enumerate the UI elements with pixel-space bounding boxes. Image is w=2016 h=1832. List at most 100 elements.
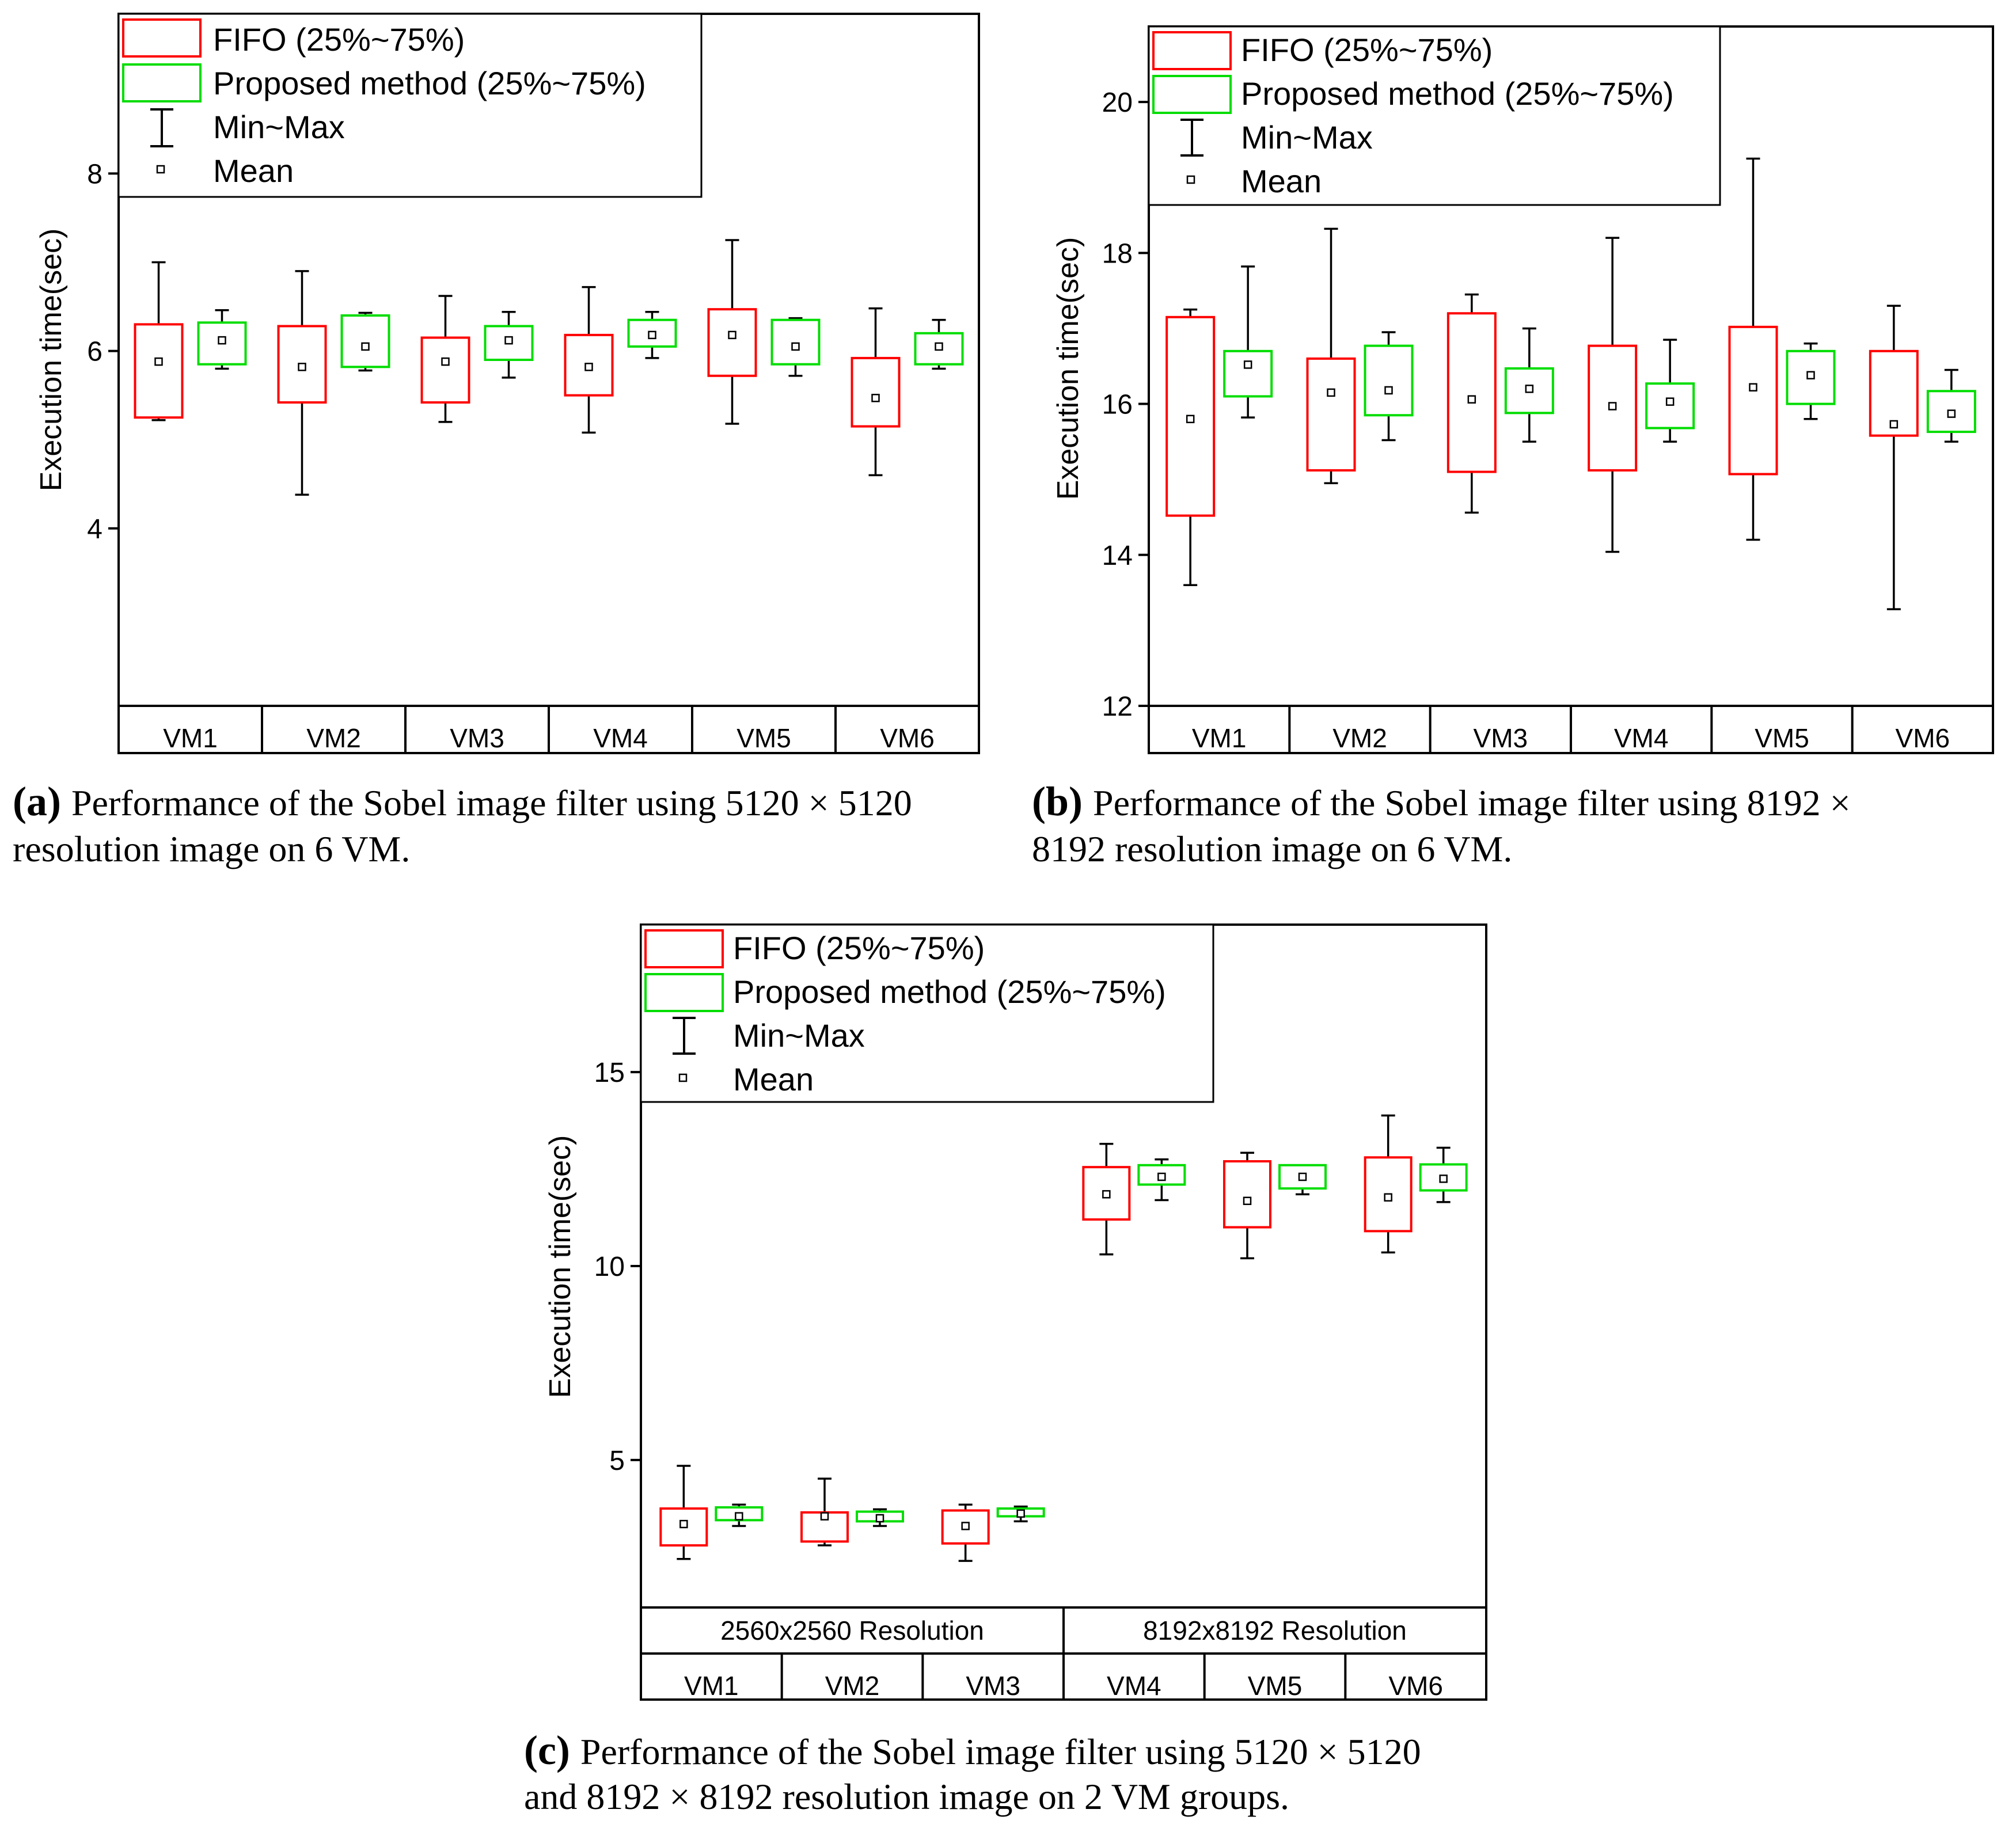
proposed-box-vm1 xyxy=(1223,265,1273,419)
legend-mean-icon xyxy=(156,165,165,174)
y-tick-label: 18 xyxy=(1102,238,1133,269)
iqr-box xyxy=(1728,325,1778,476)
y-tick-label: 15 xyxy=(594,1058,625,1088)
category-labels: VM1 VM2 VM3 VM4 VM5 VM6 xyxy=(684,1654,1443,1701)
fifo-box-vm2 xyxy=(800,1477,849,1546)
iqr-box xyxy=(851,356,901,428)
legend-minmax-label: Min~Max xyxy=(213,109,345,145)
y-axis-ticks: 5 10 15 xyxy=(594,1058,641,1476)
category-label-vm1: VM1 xyxy=(163,723,218,753)
proposed-box-vm6 xyxy=(1926,368,1976,443)
fifo-box-vm4 xyxy=(1588,237,1638,553)
y-tick-label: 8 xyxy=(87,159,102,189)
mean-marker xyxy=(1889,420,1899,429)
y-tick-label: 12 xyxy=(1102,691,1133,722)
legend-frame xyxy=(117,13,703,198)
legend-minmax-icon xyxy=(150,108,173,147)
legend: FIFO (25%~75%) Proposed method (25%~75%)… xyxy=(1148,25,1721,206)
fifo-box-vm5 xyxy=(1223,1151,1271,1260)
proposed-box-vm4 xyxy=(1137,1158,1186,1202)
mean-marker xyxy=(935,342,943,351)
mean-marker xyxy=(1749,383,1757,392)
panel-a: 4 6 8 VM1 VM2 VM3 VM4 VM5 VM6 Execution time(se… xyxy=(35,13,980,754)
mean-marker xyxy=(1525,385,1534,393)
group-label-8192: 8192x8192 Resolution xyxy=(1143,1616,1407,1645)
svg-text:(a) Performance of the S: (a) Performance of the Sobel image filte… xyxy=(13,778,912,824)
svg-text:(b) Performance of the S: (b) Performance of the Sobel image filte… xyxy=(1032,778,1851,824)
y-axis-ticks: 4 6 8 xyxy=(87,159,119,545)
fifo-box-vm5 xyxy=(707,239,757,425)
fifo-box-vm2 xyxy=(277,270,327,496)
iqr-box xyxy=(134,323,184,419)
mean-marker xyxy=(1016,1509,1025,1518)
category-label-vm4: VM4 xyxy=(1107,1671,1161,1701)
legend-mean-label: Mean xyxy=(1241,163,1322,199)
fifo-box-vm6 xyxy=(1364,1114,1413,1254)
caption-c-line1: Performance of the Sobel image filter us… xyxy=(580,1731,1421,1772)
mean-marker xyxy=(361,342,370,351)
category-label-vm1: VM1 xyxy=(684,1671,739,1701)
caption-a-line1: Performance of the Sobel image filter us… xyxy=(71,782,912,823)
fifo-box-vm4 xyxy=(1082,1142,1131,1256)
mean-marker xyxy=(1947,409,1956,418)
proposed-box-vm1 xyxy=(715,1503,764,1527)
iqr-box xyxy=(1223,349,1273,398)
mean-marker xyxy=(1102,1190,1111,1199)
mean-marker xyxy=(154,357,163,366)
fifo-box-vm1 xyxy=(134,261,184,421)
proposed-box-vm5 xyxy=(1786,342,1836,420)
fifo-box-vm5 xyxy=(1728,157,1778,541)
fifo-box-vm3 xyxy=(420,295,470,423)
mean-marker xyxy=(1243,360,1252,369)
caption-a-letter: (a) xyxy=(13,778,61,824)
category-label-vm4: VM4 xyxy=(593,723,648,753)
mean-marker xyxy=(648,330,656,340)
mean-marker xyxy=(875,1514,884,1523)
legend-minmax-label: Min~Max xyxy=(1241,119,1373,155)
mean-marker xyxy=(961,1522,970,1530)
legend-fifo-label: FIFO (25%~75%) xyxy=(733,930,985,966)
caption-a-line2: resolution image on 6 VM. xyxy=(13,828,410,869)
legend-mean-icon xyxy=(1186,175,1195,184)
legend-fifo-label: FIFO (25%~75%) xyxy=(213,21,465,58)
y-tick-label: 16 xyxy=(1102,390,1133,420)
legend-proposed-swatch xyxy=(122,63,202,102)
iqr-box xyxy=(627,318,677,348)
caption-b-line2: 8192 resolution image on 6 VM. xyxy=(1032,828,1512,869)
proposed-box-vm5 xyxy=(770,317,821,377)
caption-c-letter: (c) xyxy=(524,1727,570,1773)
panel-b: 12 14 16 18 20 VM1 VM2 VM3 VM4 VM5 VM6 Execution … xyxy=(1051,25,1994,754)
proposed-box-vm6 xyxy=(1419,1146,1468,1203)
legend-mean-label: Mean xyxy=(733,1061,814,1097)
category-label-vm5: VM5 xyxy=(1248,1671,1303,1701)
mean-marker xyxy=(1298,1172,1307,1181)
legend-proposed-swatch xyxy=(644,973,724,1012)
mean-marker xyxy=(679,1519,688,1529)
proposed-box-vm2 xyxy=(340,311,390,372)
legend-proposed-swatch xyxy=(1152,75,1232,114)
proposed-box-vm2 xyxy=(1364,331,1414,442)
fifo-box-vm1 xyxy=(659,1465,708,1560)
category-label-vm3: VM3 xyxy=(450,723,504,753)
legend: FIFO (25%~75%) Proposed method (25%~75%)… xyxy=(117,13,703,198)
category-label-vm5: VM5 xyxy=(1755,723,1809,753)
mean-marker xyxy=(1327,388,1335,397)
iqr-box xyxy=(1588,344,1638,472)
caption-b: (b) Performance of the Sobel image filte… xyxy=(1032,778,1851,869)
category-labels: VM1 VM2 VM3 VM4 VM5 VM6 xyxy=(1192,706,1950,753)
category-label-vm1: VM1 xyxy=(1192,723,1247,753)
iqr-box xyxy=(1926,390,1976,434)
iqr-box xyxy=(1364,344,1414,417)
category-label-vm3: VM3 xyxy=(1474,723,1528,753)
iqr-box xyxy=(1446,312,1497,473)
category-label-vm5: VM5 xyxy=(736,723,791,753)
proposed-box-vm4 xyxy=(627,311,677,359)
caption-a: (a) Performance of the Sobel image filte… xyxy=(13,778,912,869)
legend-minmax-label: Min~Max xyxy=(733,1017,865,1054)
mean-marker xyxy=(820,1512,829,1521)
iqr-box xyxy=(484,325,534,362)
legend-fifo-swatch xyxy=(644,929,724,968)
category-label-vm2: VM2 xyxy=(1332,723,1387,753)
iqr-box xyxy=(1223,1160,1271,1229)
proposed-box-vm3 xyxy=(996,1506,1045,1523)
